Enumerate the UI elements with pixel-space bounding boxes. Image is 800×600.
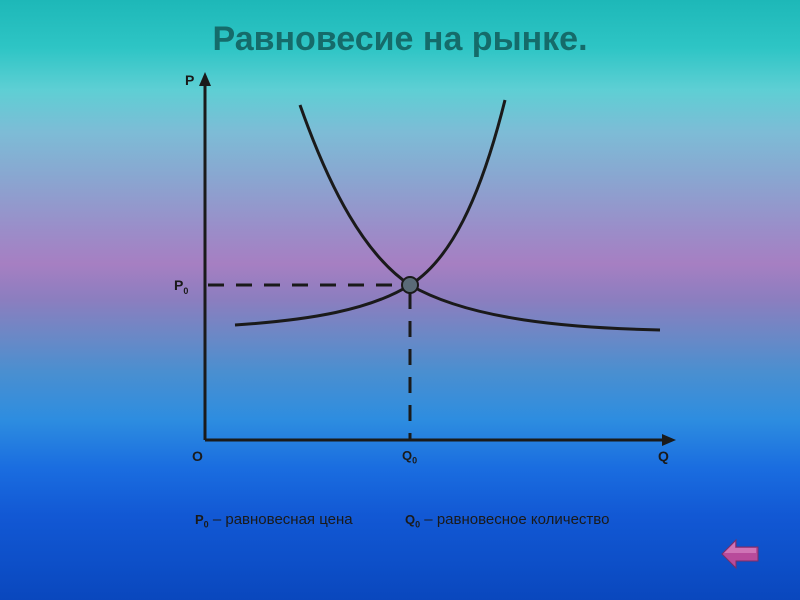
p0-text: P: [174, 277, 183, 293]
equilibrium-point: [402, 277, 418, 293]
caption-q0-text: – равновесное количество: [420, 511, 609, 528]
equilibrium-chart: P P0 O Q0 Q: [140, 70, 680, 500]
caption-p0-text: – равновесная цена: [209, 511, 353, 528]
y-axis-arrow: [199, 72, 211, 86]
caption-p0: P0 – равновесная цена: [195, 510, 385, 531]
chart-svg: [140, 70, 680, 500]
origin-label: O: [192, 448, 203, 464]
page-title: Равновесие на рынке.: [0, 20, 800, 59]
q0-text: Q: [402, 448, 412, 463]
q0-sub: 0: [412, 456, 417, 466]
back-button[interactable]: [720, 536, 760, 572]
p0-sub: 0: [183, 286, 188, 296]
supply-curve: [235, 100, 505, 325]
caption-q0: Q0 – равновесное количество: [405, 510, 615, 531]
back-arrow-icon: [720, 536, 760, 572]
caption-p0-lead: P0: [195, 512, 209, 527]
x-axis-label: Q: [658, 448, 669, 464]
y-axis-label: P: [185, 72, 194, 88]
x-axis-arrow: [662, 434, 676, 446]
caption-q0-lead: Q0: [405, 512, 420, 527]
demand-curve: [300, 105, 660, 330]
p0-label: P0: [174, 277, 188, 296]
q0-label: Q0: [402, 448, 417, 466]
